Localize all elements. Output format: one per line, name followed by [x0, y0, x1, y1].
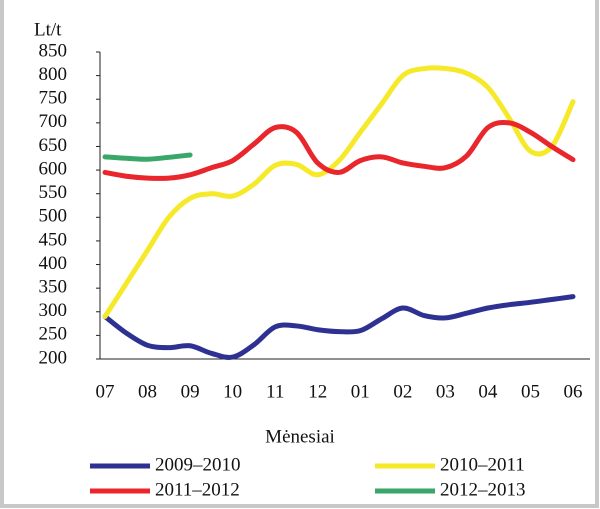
x-tick-label: 07: [96, 381, 115, 402]
x-tick-label: 09: [181, 381, 200, 402]
y-tick-label: 500: [39, 206, 68, 227]
x-tick-label: 05: [521, 381, 540, 402]
x-axis-label: Mėnesiai: [265, 426, 335, 447]
line-series: [102, 152, 193, 162]
y-tick-label: 600: [39, 158, 68, 179]
x-tick-label: 10: [223, 381, 242, 402]
x-tick-label: 12: [308, 381, 327, 402]
legend-label: 2009–2010: [155, 454, 241, 475]
x-tick-label: 06: [564, 381, 583, 402]
y-axis-label: Lt/t: [34, 19, 62, 40]
line-series: [102, 65, 576, 319]
y-tick-label: 700: [39, 111, 68, 132]
y-tick-label: 750: [39, 88, 68, 109]
y-tick-label: 300: [39, 300, 68, 321]
y-tick-label: 850: [39, 40, 68, 61]
y-tick-label: 200: [39, 347, 68, 368]
x-tick-label: 02: [393, 381, 412, 402]
y-tick-label: 400: [39, 253, 68, 274]
y-tick-label: 550: [39, 182, 68, 203]
line-series: [102, 119, 576, 181]
y-tick-label: 250: [39, 324, 68, 345]
x-tick-label: 01: [351, 381, 370, 402]
y-tick-label: 650: [39, 135, 68, 156]
line-series: [102, 294, 576, 360]
legend-label: 2010–2011: [440, 454, 525, 475]
y-tick-label: 450: [39, 229, 68, 250]
x-tick-label: 08: [138, 381, 157, 402]
x-tick-label: 04: [478, 381, 498, 402]
x-tick-label: 11: [266, 381, 284, 402]
legend-label: 2012–2013: [440, 479, 526, 500]
legend-label: 2011–2012: [155, 479, 240, 500]
x-tick-label: 03: [436, 381, 455, 402]
y-tick-label: 800: [39, 64, 68, 85]
y-tick-label: 350: [39, 277, 68, 298]
